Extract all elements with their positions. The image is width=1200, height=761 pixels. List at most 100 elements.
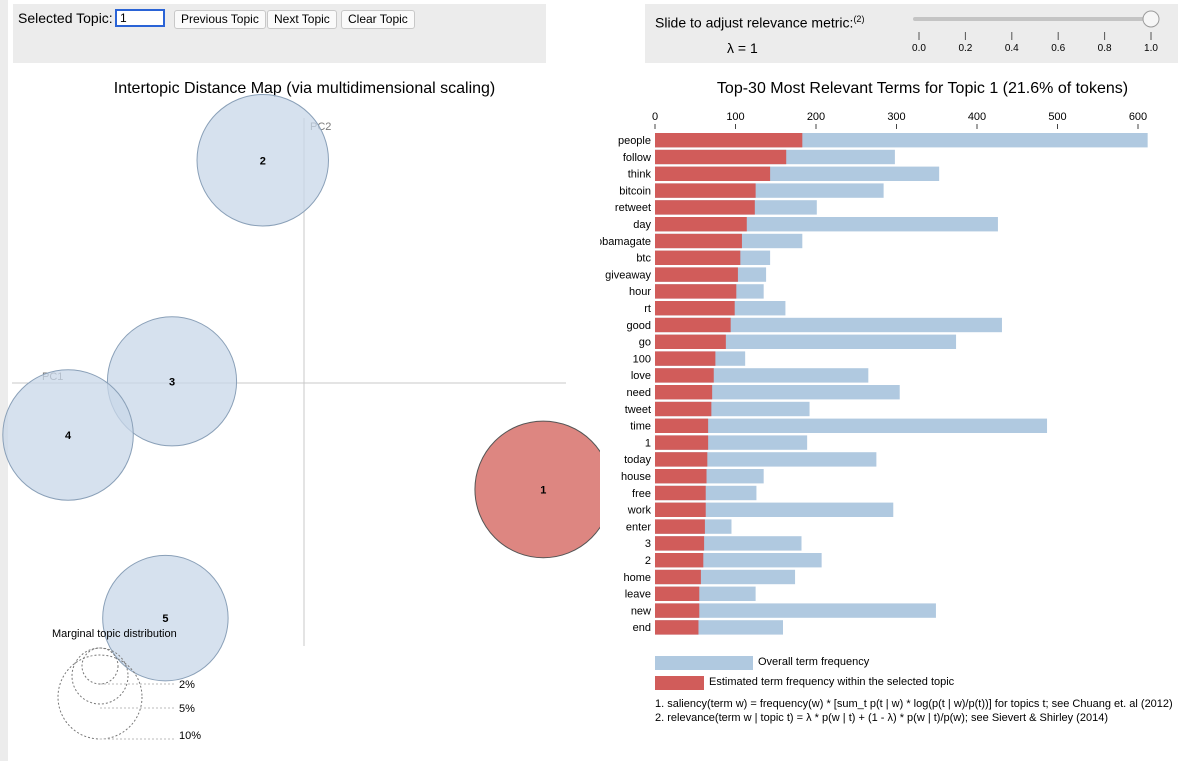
- topic-circle-3[interactable]: [106, 316, 238, 447]
- legend-swatch-estimated: [655, 676, 704, 690]
- term-label[interactable]: today: [624, 454, 651, 466]
- slider-handle[interactable]: [1142, 10, 1160, 28]
- bar-overall-today[interactable]: [655, 452, 877, 467]
- bar-estimated-tweet[interactable]: [655, 401, 712, 417]
- term-label[interactable]: day: [633, 219, 651, 231]
- term-bar-chart: 0 100 200 300 400 500 600 people follow think bit…: [600, 111, 1148, 635]
- term-label[interactable]: end: [633, 622, 651, 634]
- slider-tick-label: 0.2: [958, 43, 972, 54]
- term-label[interactable]: think: [628, 169, 652, 181]
- topic-circle-4[interactable]: [2, 369, 134, 501]
- topic-circle-5[interactable]: [102, 554, 229, 682]
- previous-topic-button[interactable]: Previous Topic: [174, 10, 266, 29]
- bar-overall-go[interactable]: [655, 334, 957, 349]
- next-topic-button[interactable]: Next Topic: [267, 10, 337, 29]
- topic-label-1[interactable]: 1: [540, 484, 546, 496]
- term-label[interactable]: house: [621, 471, 651, 483]
- term-label[interactable]: rt: [644, 303, 651, 315]
- topic-label-4[interactable]: 4: [65, 430, 72, 442]
- bar-estimated-people[interactable]: [655, 133, 803, 148]
- bar-estimated-work[interactable]: [655, 502, 706, 517]
- bar-estimated-giveaway[interactable]: [655, 267, 738, 282]
- bar-estimated-end[interactable]: [655, 620, 699, 635]
- topic-label-2[interactable]: 2: [260, 155, 266, 167]
- bar-estimated-today[interactable]: [655, 452, 708, 467]
- bar-estimated-house[interactable]: [655, 469, 707, 484]
- term-label[interactable]: leave: [625, 589, 651, 601]
- topic-label-3[interactable]: 3: [169, 376, 175, 388]
- term-label[interactable]: retweet: [615, 202, 651, 214]
- bar-estimated-bitcoin[interactable]: [655, 183, 756, 198]
- term-label[interactable]: home: [623, 572, 651, 584]
- term-label[interactable]: tweet: [625, 404, 651, 416]
- topic-circle-1[interactable]: [474, 420, 600, 559]
- bar-estimated-good[interactable]: [655, 317, 731, 333]
- term-label[interactable]: 100: [633, 353, 651, 365]
- term-label[interactable]: people: [618, 135, 651, 147]
- term-label[interactable]: free: [632, 488, 651, 500]
- term-label[interactable]: bitcoin: [619, 185, 651, 197]
- term-label[interactable]: work: [627, 505, 652, 517]
- selected-topic-input[interactable]: [115, 9, 165, 27]
- footnote-relevance: 2. relevance(term w | topic t) = λ * p(w…: [655, 712, 1108, 724]
- bar-overall-time[interactable]: [655, 418, 1048, 433]
- term-label[interactable]: good: [627, 320, 651, 332]
- bar-estimated-home[interactable]: [655, 569, 701, 585]
- bar-estimated-love[interactable]: [655, 368, 714, 383]
- bar-estimated-3[interactable]: [655, 536, 705, 551]
- bar-overall-work[interactable]: [655, 502, 894, 517]
- topic-circle-2[interactable]: [196, 94, 329, 227]
- marginal-distribution-legend: Marginal topic distribution 2% 5% 10%: [52, 628, 201, 742]
- bar-estimated-enter[interactable]: [655, 519, 705, 534]
- term-label[interactable]: need: [627, 387, 651, 399]
- term-label[interactable]: giveaway: [605, 269, 651, 281]
- term-label[interactable]: time: [630, 421, 651, 433]
- bar-estimated-retweet[interactable]: [655, 200, 755, 215]
- intertopic-map-title: Intertopic Distance Map (via multidimens…: [113, 80, 496, 97]
- bar-estimated-time[interactable]: [655, 418, 709, 433]
- bar-estimated-obamagate[interactable]: [655, 233, 742, 249]
- slider-track[interactable]: [913, 17, 1153, 21]
- bar-estimated-btc[interactable]: [655, 250, 741, 265]
- bar-estimated-rt[interactable]: [655, 301, 735, 316]
- slider-tick-label: 1.0: [1144, 43, 1158, 54]
- bar-overall-new[interactable]: [655, 603, 936, 618]
- legend-label-2pct: 2%: [179, 679, 195, 691]
- bar-estimated-new[interactable]: [655, 603, 700, 618]
- term-label[interactable]: new: [631, 605, 651, 617]
- bar-estimated-follow[interactable]: [655, 149, 787, 165]
- term-label[interactable]: hour: [629, 286, 651, 298]
- legend-swatch-overall: [655, 656, 753, 670]
- lambda-readout: λ = 1: [727, 40, 758, 56]
- bar-estimated-go[interactable]: [655, 334, 726, 349]
- term-label[interactable]: 2: [645, 555, 651, 567]
- bar-estimated-2[interactable]: [655, 553, 704, 568]
- term-label[interactable]: 1: [645, 437, 651, 449]
- term-label[interactable]: love: [631, 370, 651, 382]
- term-label[interactable]: enter: [626, 521, 651, 533]
- left-edge-strip: [0, 0, 8, 761]
- slider-tick-label: 0.4: [1005, 43, 1019, 54]
- bar-estimated-1[interactable]: [655, 435, 709, 450]
- term-label[interactable]: btc: [636, 253, 651, 265]
- legend-label-5pct: 5%: [179, 703, 195, 715]
- bar-estimated-100[interactable]: [655, 351, 716, 366]
- term-label[interactable]: go: [639, 337, 651, 349]
- topic-selection-panel: Selected Topic: Previous Topic Next Topi…: [13, 4, 546, 63]
- term-label[interactable]: follow: [623, 152, 651, 164]
- bar-estimated-leave[interactable]: [655, 586, 700, 601]
- x-tick-label: 0: [652, 111, 658, 123]
- term-label[interactable]: 3: [645, 538, 651, 550]
- topic-label-5[interactable]: 5: [162, 613, 168, 625]
- x-tick-label: 300: [887, 111, 905, 123]
- bar-overall-good[interactable]: [655, 317, 1002, 333]
- bar-estimated-think[interactable]: [655, 166, 771, 181]
- term-label[interactable]: obamagate: [600, 236, 651, 248]
- bar-estimated-day[interactable]: [655, 217, 747, 232]
- bar-estimated-free[interactable]: [655, 485, 706, 501]
- clear-topic-button[interactable]: Clear Topic: [341, 10, 415, 29]
- bar-estimated-need[interactable]: [655, 385, 713, 400]
- bar-overall-need[interactable]: [655, 385, 900, 400]
- bar-estimated-hour[interactable]: [655, 284, 737, 299]
